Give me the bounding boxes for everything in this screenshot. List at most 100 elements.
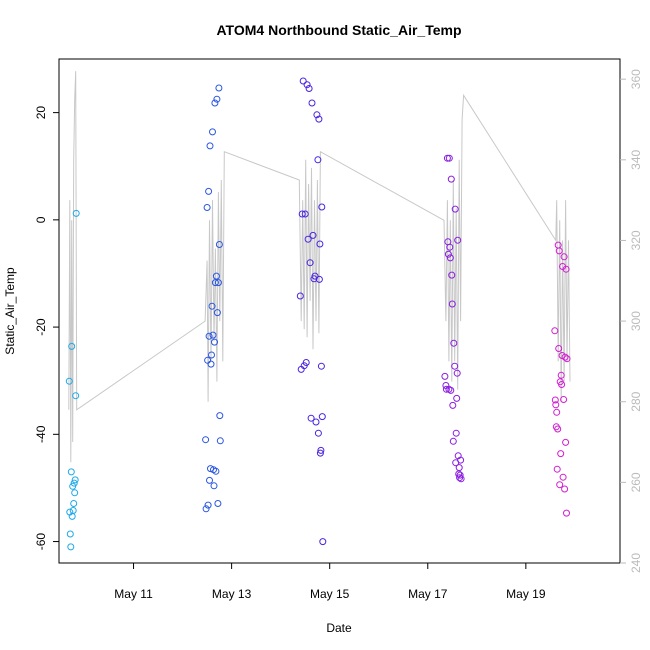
data-point-s3-14: [449, 401, 457, 409]
data-point-s4-5: [553, 465, 561, 473]
data-point-s1-8: [206, 142, 214, 150]
data-point-s1-2: [203, 204, 211, 211]
data-point-s1-23: [213, 309, 221, 317]
y2-tick-label-0: 240: [629, 553, 643, 573]
data-point-s2-27: [318, 413, 326, 421]
x-axis-label: Date: [326, 621, 352, 635]
points-layer: [65, 77, 571, 551]
data-point-s3-22: [453, 369, 461, 377]
data-point-s3-7: [445, 154, 453, 162]
data-point-s3-26: [455, 464, 463, 472]
data-point-s4-12: [557, 450, 565, 458]
data-point-s1-4: [204, 501, 212, 509]
data-point-s2-3: [299, 77, 307, 85]
data-point-s3-9: [446, 254, 454, 262]
data-point-s3-27: [456, 474, 464, 482]
data-point-s3-10: [447, 386, 455, 394]
data-point-s1-5: [205, 187, 213, 195]
data-point-s0-10: [70, 479, 78, 487]
data-point-s1-14: [209, 331, 217, 339]
y2-tick-label-2: 280: [629, 391, 643, 411]
data-point-s1-13: [209, 128, 216, 136]
data-point-s4-1: [551, 396, 559, 404]
data-point-s2-25: [317, 362, 325, 370]
y2-tick-label-3: 300: [629, 311, 643, 331]
data-point-s1-7: [206, 476, 213, 484]
secondary-line-layer: [68, 71, 571, 463]
data-point-s2-10: [306, 259, 314, 267]
data-point-s3-21: [453, 394, 461, 402]
y2-tick-label-1: 260: [629, 472, 643, 492]
data-point-s2-13: [309, 231, 317, 239]
data-point-s2-2: [298, 210, 306, 218]
data-point-s4-2: [552, 401, 560, 409]
data-point-s3-11: [447, 175, 455, 183]
data-point-s2-9: [305, 85, 313, 92]
data-point-s0-2: [66, 530, 74, 538]
y-tick-label-0: -60: [34, 533, 48, 551]
data-point-s0-8: [69, 507, 77, 514]
data-point-s4-18: [560, 396, 568, 403]
data-point-s4-6: [554, 425, 562, 433]
data-point-s2-5: [301, 210, 309, 218]
y-tick-label-1: -40: [34, 425, 48, 443]
data-point-s4-20: [561, 485, 569, 493]
data-point-s3-0: [441, 372, 449, 380]
data-point-s1-20: [212, 467, 220, 475]
data-point-s4-21: [561, 353, 569, 361]
data-point-s0-13: [72, 392, 80, 400]
data-point-s1-16: [210, 482, 218, 490]
y-tick-label-4: 20: [34, 106, 48, 120]
data-point-s4-24: [563, 509, 570, 517]
data-point-s3-5: [444, 250, 452, 258]
data-point-s3-29: [457, 456, 465, 464]
data-point-s3-17: [451, 362, 459, 370]
x-tick-label-1: May 13: [212, 587, 252, 601]
data-point-s2-19: [314, 429, 322, 437]
data-point-s3-30: [457, 475, 465, 483]
plot-frame: [58, 58, 621, 564]
data-point-s2-24: [317, 446, 325, 454]
data-point-s1-28: [216, 412, 224, 420]
data-point-s4-19: [560, 253, 568, 261]
data-point-s1-26: [215, 84, 223, 92]
data-point-s1-0: [202, 436, 210, 444]
data-point-s2-8: [304, 235, 312, 243]
data-point-s4-22: [562, 438, 570, 446]
y-tick-label-2: -20: [34, 318, 48, 336]
data-point-s2-21: [315, 275, 323, 283]
data-point-s3-15: [449, 437, 457, 445]
data-point-s3-13: [448, 300, 456, 308]
data-point-s1-29: [216, 437, 224, 445]
data-point-s1-27: [215, 241, 223, 248]
data-point-s1-6: [205, 332, 213, 340]
x-tick-label-3: May 17: [408, 587, 448, 601]
y2-tick-label-6: 360: [629, 69, 643, 89]
data-point-s1-11: [208, 351, 215, 359]
data-point-s3-20: [452, 429, 460, 437]
data-point-s1-19: [211, 279, 219, 287]
data-point-s4-8: [555, 345, 563, 352]
data-point-s0-14: [72, 209, 80, 217]
y2-tick-label-4: 320: [629, 230, 643, 250]
data-point-s4-13: [557, 371, 565, 379]
data-point-s0-3: [67, 543, 75, 551]
data-point-s2-26: [318, 203, 326, 211]
data-point-s0-9: [70, 500, 78, 507]
data-point-s3-8: [446, 243, 454, 251]
data-point-s1-22: [213, 95, 221, 103]
x-tick-label-0: May 11: [114, 587, 153, 601]
data-point-s3-28: [456, 471, 464, 479]
x-tick-label-4: May 19: [506, 587, 546, 601]
data-point-s2-18: [314, 156, 322, 164]
data-point-s2-22: [316, 240, 324, 248]
data-point-s2-7: [303, 81, 311, 89]
data-point-s2-6: [302, 359, 310, 366]
data-point-s4-0: [551, 327, 559, 335]
secondary-series-line: [68, 71, 571, 463]
data-point-s1-10: [207, 360, 215, 368]
data-point-s0-5: [68, 342, 76, 350]
data-point-s1-25: [214, 279, 222, 287]
data-point-s2-20: [315, 115, 323, 123]
data-point-s3-16: [450, 339, 458, 347]
